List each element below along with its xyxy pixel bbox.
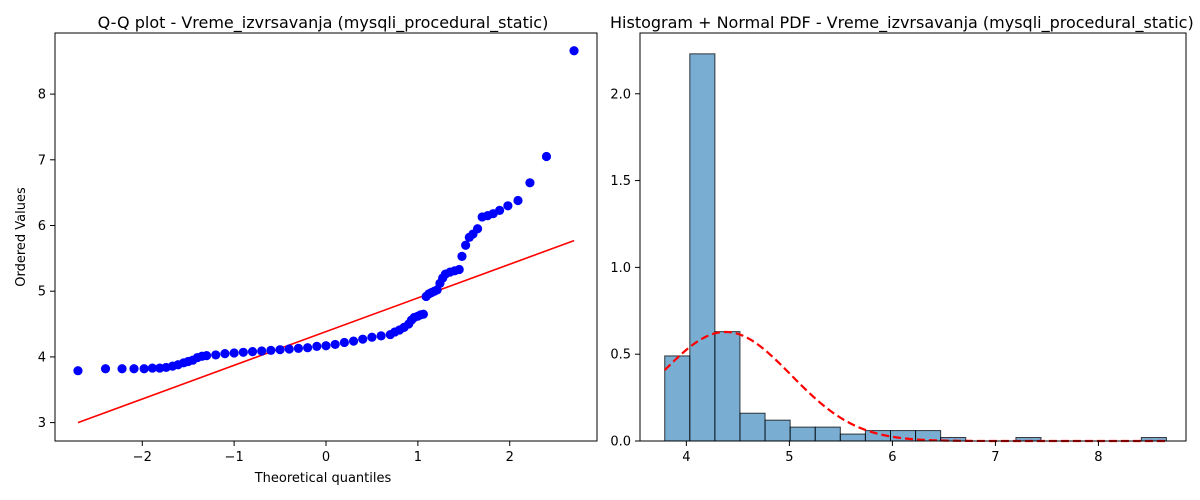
hist-axes-frame bbox=[639, 32, 1187, 442]
hist-x-tick-label: 7 bbox=[991, 450, 999, 465]
hist-x-axis: 4 5 6 7 8 bbox=[682, 441, 1103, 465]
hist-y-tick-label: 0.0 bbox=[610, 435, 631, 450]
qq-x-tick-label: 0 bbox=[322, 450, 330, 465]
qq-data-point bbox=[275, 345, 285, 355]
qq-x-tick-label: −1 bbox=[225, 450, 244, 465]
qq-data-point bbox=[139, 364, 149, 374]
qq-data-point bbox=[367, 332, 377, 342]
qq-plot-area bbox=[73, 46, 579, 424]
normal-pdf-curve bbox=[663, 330, 1167, 443]
qq-data-point bbox=[525, 178, 535, 188]
histogram-bar bbox=[814, 426, 841, 442]
hist-plot-area bbox=[663, 53, 1167, 443]
histogram-bar bbox=[689, 53, 716, 442]
qq-data-point bbox=[457, 251, 467, 261]
qq-x-axis: −2 −1 0 1 2 bbox=[133, 441, 514, 465]
hist-y-tick-label: 1.5 bbox=[610, 174, 631, 189]
qq-data-point bbox=[220, 349, 230, 359]
qq-data-point bbox=[303, 343, 313, 353]
qq-data-point bbox=[201, 350, 212, 361]
hist-x-tick-label: 5 bbox=[785, 450, 793, 465]
histogram-bar bbox=[739, 412, 766, 442]
qq-axes-frame bbox=[54, 32, 598, 442]
qq-x-tick-label: −2 bbox=[133, 450, 152, 465]
qq-data-point bbox=[513, 195, 523, 206]
qq-data-point bbox=[418, 309, 428, 319]
histogram-bar bbox=[764, 419, 791, 442]
qq-data-point bbox=[330, 339, 340, 350]
qq-data-point bbox=[247, 347, 258, 357]
histogram-bar bbox=[839, 433, 866, 442]
qq-data-point bbox=[503, 201, 513, 211]
qq-y-tick-label: 7 bbox=[38, 153, 46, 168]
qq-y-tick-label: 6 bbox=[38, 219, 46, 234]
hist-y-tick-label: 1.0 bbox=[610, 261, 631, 276]
hist-y-tick-label: 2.0 bbox=[610, 87, 631, 102]
qq-data-point bbox=[358, 334, 368, 344]
qq-data-point bbox=[100, 364, 111, 374]
qq-data-point bbox=[312, 341, 322, 351]
qq-data-point bbox=[339, 337, 349, 348]
qq-data-point bbox=[348, 336, 359, 346]
qq-data-point bbox=[541, 151, 552, 162]
qq-data-point bbox=[257, 346, 267, 356]
qq-data-point bbox=[569, 46, 579, 56]
hist-y-tick-label: 0.5 bbox=[610, 348, 631, 363]
qq-data-point bbox=[211, 350, 221, 360]
qq-x-tick-label: 2 bbox=[506, 450, 514, 465]
qq-data-point bbox=[266, 345, 276, 355]
qq-data-point bbox=[147, 363, 157, 373]
qq-data-point bbox=[321, 341, 331, 351]
qq-data-point bbox=[376, 331, 386, 341]
qq-y-axis: 3 4 5 6 7 8 bbox=[38, 88, 55, 431]
hist-x-tick-label: 6 bbox=[888, 450, 896, 465]
qq-y-axis-label: Ordered Values bbox=[14, 187, 29, 287]
qq-data-point bbox=[284, 344, 294, 354]
qq-data-point bbox=[454, 264, 464, 275]
qq-data-point bbox=[495, 205, 505, 215]
hist-title: Histogram + Normal PDF - Vreme_izvrsavan… bbox=[610, 13, 1194, 33]
hist-title-clip: Histogram + Normal PDF - Vreme_izvrsavan… bbox=[610, 13, 1194, 33]
hist-y-axis: 0.0 0.5 1.0 1.5 2.0 bbox=[610, 87, 640, 450]
hist-x-tick-label: 8 bbox=[1094, 450, 1102, 465]
qq-y-tick-label: 5 bbox=[38, 285, 46, 300]
qq-fit-line bbox=[77, 239, 575, 424]
hist-x-tick-label: 4 bbox=[682, 450, 690, 465]
qq-y-tick-label: 3 bbox=[38, 416, 46, 431]
histogram-bar bbox=[789, 426, 816, 442]
qq-data-point bbox=[73, 366, 83, 376]
qq-y-tick-label: 8 bbox=[38, 88, 46, 103]
qq-plot-panel: Q-Q plot - Vreme_izvrsavanja (mysqli_pro… bbox=[14, 13, 598, 486]
histogram-panel: Histogram + Normal PDF - Vreme_izvrsavan… bbox=[610, 13, 1194, 465]
histogram-bar bbox=[664, 355, 691, 442]
qq-data-point bbox=[238, 347, 248, 357]
qq-data-point bbox=[472, 224, 483, 234]
qq-x-axis-label: Theoretical quantiles bbox=[254, 471, 392, 486]
qq-x-tick-label: 1 bbox=[414, 450, 422, 465]
qq-y-tick-label: 4 bbox=[38, 350, 46, 365]
qq-data-point bbox=[229, 348, 239, 358]
qq-data-point bbox=[117, 364, 127, 374]
qq-title: Q-Q plot - Vreme_izvrsavanja (mysqli_pro… bbox=[98, 13, 549, 33]
qq-data-point bbox=[461, 240, 471, 250]
histogram-bar bbox=[714, 331, 741, 442]
qq-data-point bbox=[293, 343, 304, 353]
qq-data-point bbox=[129, 364, 139, 374]
